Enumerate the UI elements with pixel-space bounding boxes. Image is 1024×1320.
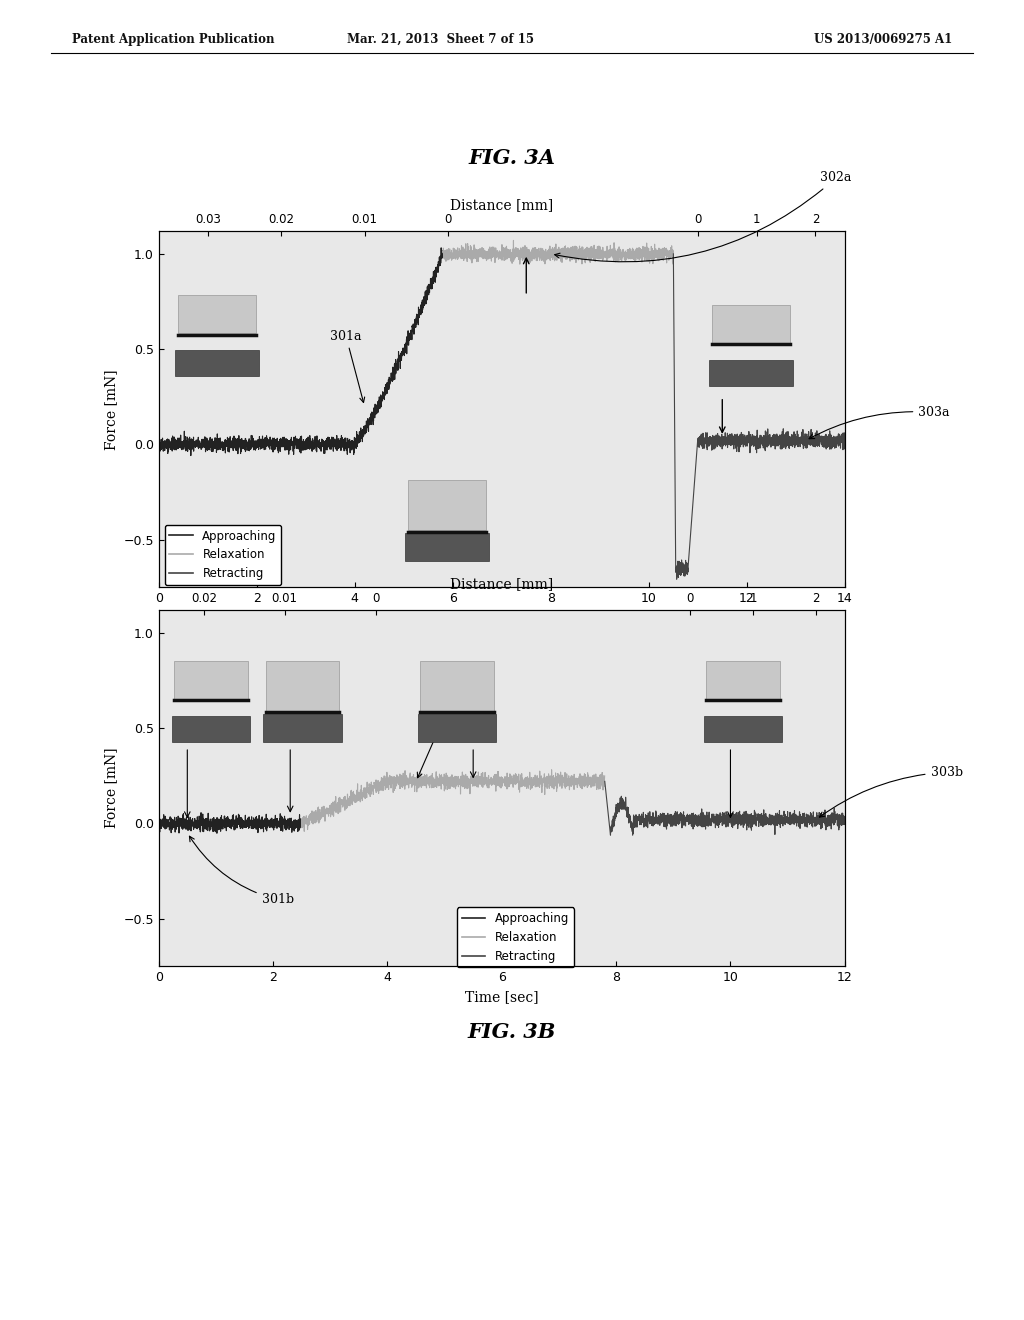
- Retracting: [689, 807, 701, 822]
- Bar: [712, 305, 791, 343]
- Bar: [710, 360, 793, 385]
- Retracting: [671, 572, 683, 587]
- Approaching: [184, 447, 197, 463]
- Relaxation: [629, 246, 641, 261]
- Retracting: [599, 774, 611, 789]
- Text: US 2013/0069275 A1: US 2013/0069275 A1: [814, 33, 952, 46]
- Relaxation: [667, 244, 679, 260]
- X-axis label: Distance [mm]: Distance [mm]: [451, 198, 553, 213]
- Bar: [174, 661, 248, 698]
- Relaxation: [428, 780, 440, 796]
- Retracting: [839, 426, 851, 442]
- Relaxation: [298, 824, 310, 840]
- Approaching: [251, 816, 263, 832]
- Text: 302a: 302a: [555, 172, 852, 261]
- Y-axis label: Force [mN]: Force [mN]: [103, 747, 118, 829]
- Bar: [706, 661, 779, 698]
- Relaxation: [613, 243, 626, 259]
- Text: FIG. 3B: FIG. 3B: [468, 1022, 556, 1043]
- Bar: [418, 714, 497, 742]
- Retracting: [685, 818, 697, 834]
- Approaching: [425, 271, 437, 286]
- Bar: [420, 661, 494, 710]
- Line: Relaxation: Relaxation: [443, 240, 673, 264]
- Text: 301b: 301b: [189, 837, 294, 907]
- Approaching: [326, 434, 338, 450]
- Line: Relaxation: Relaxation: [302, 770, 604, 832]
- Approaching: [211, 825, 223, 841]
- Bar: [703, 715, 782, 742]
- Approaching: [361, 414, 374, 430]
- Approaching: [167, 816, 179, 832]
- Retracting: [760, 805, 772, 821]
- Relaxation: [553, 768, 565, 784]
- Relaxation: [623, 243, 635, 259]
- Line: Retracting: Retracting: [605, 781, 845, 836]
- Relaxation: [437, 244, 450, 260]
- Retracting: [620, 789, 632, 805]
- Text: Mar. 21, 2013  Sheet 7 of 15: Mar. 21, 2013 Sheet 7 of 15: [347, 33, 534, 46]
- Approaching: [435, 240, 447, 256]
- Legend: Approaching, Relaxation, Retracting: Approaching, Relaxation, Retracting: [457, 907, 573, 968]
- Approaching: [153, 434, 165, 450]
- Text: 301a: 301a: [330, 330, 365, 403]
- Approaching: [195, 805, 207, 821]
- Legend: Approaching, Relaxation, Retracting: Approaching, Relaxation, Retracting: [165, 525, 282, 585]
- Retracting: [709, 809, 721, 825]
- Approaching: [365, 407, 377, 422]
- Bar: [172, 715, 251, 742]
- Relaxation: [368, 777, 380, 793]
- Relaxation: [598, 768, 610, 784]
- Bar: [409, 480, 486, 531]
- Approaching: [295, 817, 307, 833]
- Text: 302b: 302b: [418, 700, 465, 777]
- Relaxation: [581, 247, 593, 263]
- Approaching: [153, 813, 165, 829]
- Relaxation: [528, 772, 541, 788]
- Retracting: [726, 430, 738, 446]
- Approaching: [398, 337, 411, 352]
- Bar: [406, 533, 489, 561]
- Retracting: [604, 828, 616, 843]
- X-axis label: Distance [mm]: Distance [mm]: [451, 577, 553, 591]
- X-axis label: Time [sec]: Time [sec]: [465, 611, 539, 624]
- Text: 303a: 303a: [809, 405, 950, 438]
- Relaxation: [507, 232, 519, 248]
- Text: 303b: 303b: [819, 766, 963, 817]
- Bar: [266, 661, 340, 710]
- Line: Approaching: Approaching: [159, 813, 301, 833]
- Approaching: [267, 817, 280, 833]
- Bar: [175, 350, 259, 376]
- Relaxation: [384, 767, 396, 783]
- Approaching: [184, 440, 197, 455]
- Retracting: [839, 812, 851, 828]
- Retracting: [758, 433, 770, 449]
- Text: FIG. 3A: FIG. 3A: [469, 148, 555, 169]
- Retracting: [709, 438, 721, 454]
- Relaxation: [667, 256, 679, 272]
- Relaxation: [543, 775, 555, 791]
- Retracting: [746, 437, 759, 453]
- Retracting: [807, 438, 819, 454]
- Relaxation: [633, 240, 645, 256]
- Relaxation: [441, 249, 454, 265]
- Relaxation: [546, 762, 558, 777]
- Retracting: [668, 246, 680, 261]
- Line: Approaching: Approaching: [159, 248, 443, 455]
- Line: Retracting: Retracting: [674, 253, 845, 579]
- Bar: [178, 296, 256, 333]
- Bar: [263, 714, 342, 742]
- Approaching: [211, 817, 223, 833]
- X-axis label: Time [sec]: Time [sec]: [465, 990, 539, 1003]
- Approaching: [264, 814, 276, 830]
- Relaxation: [296, 812, 308, 828]
- Approaching: [437, 249, 450, 265]
- Text: Patent Application Publication: Patent Application Publication: [72, 33, 274, 46]
- Retracting: [668, 812, 680, 828]
- Y-axis label: Force [mN]: Force [mN]: [103, 368, 118, 450]
- Retracting: [837, 429, 849, 445]
- Approaching: [216, 816, 228, 832]
